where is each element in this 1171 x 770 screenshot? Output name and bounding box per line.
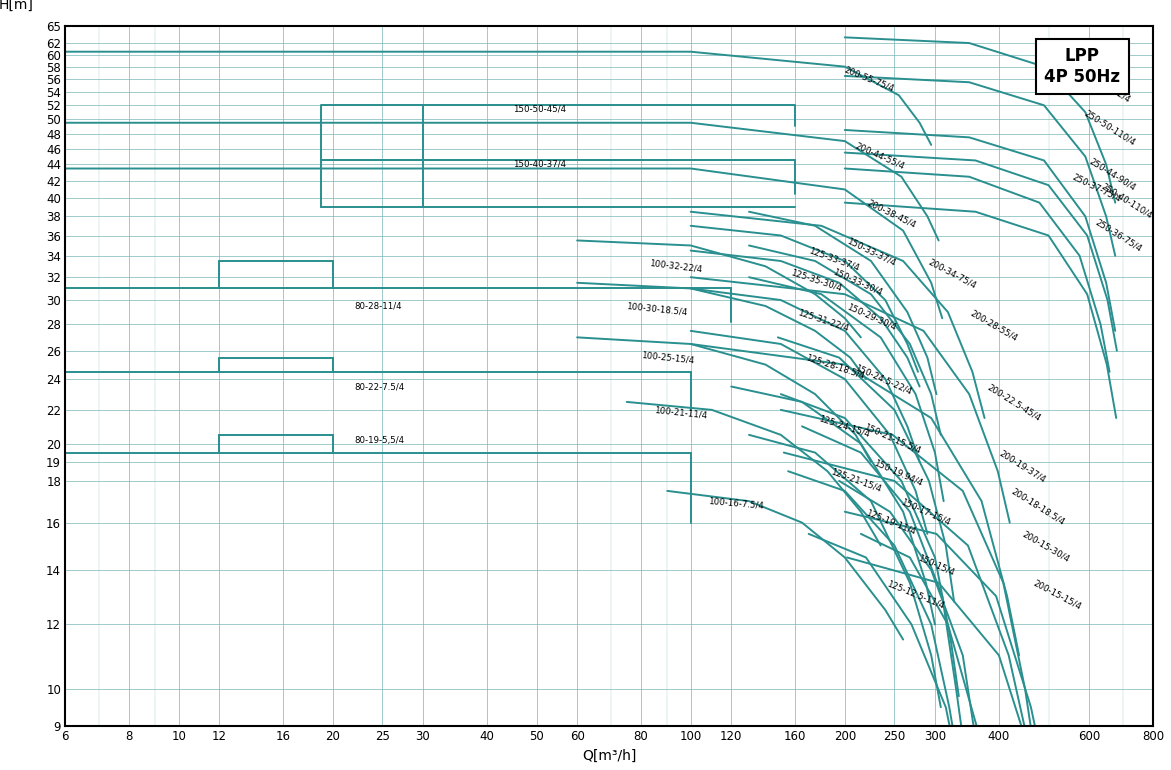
Text: 250-36-75/4: 250-36-75/4: [1094, 217, 1144, 253]
Text: 125-24-15/4: 125-24-15/4: [817, 413, 871, 439]
Text: 125-12.5-11/4: 125-12.5-11/4: [885, 578, 946, 610]
Text: 80-28-11/4: 80-28-11/4: [354, 302, 402, 310]
Text: 150-19.94/4: 150-19.94/4: [872, 457, 924, 487]
Text: 150-33-30/4: 150-33-30/4: [831, 268, 884, 297]
Text: 80-19-5,5/4: 80-19-5,5/4: [354, 436, 404, 444]
Text: 150-40-37/4: 150-40-37/4: [513, 160, 567, 169]
Text: 150-29-30/4: 150-29-30/4: [845, 302, 897, 332]
Text: 100-30-18.5/4: 100-30-18.5/4: [626, 302, 689, 317]
Text: 250-37-75/4: 250-37-75/4: [1071, 172, 1123, 204]
Text: 200-15-15/4: 200-15-15/4: [1032, 579, 1083, 611]
Text: 100-21-11/4: 100-21-11/4: [655, 405, 707, 420]
Text: 125-28-18.5/4: 125-28-18.5/4: [804, 353, 865, 381]
Text: 200-34-75/4: 200-34-75/4: [926, 257, 978, 290]
Text: LPP
4P 50Hz: LPP 4P 50Hz: [1045, 47, 1121, 86]
Text: 200-18-18.5/4: 200-18-18.5/4: [1009, 487, 1067, 527]
Text: 200-44-55/4: 200-44-55/4: [854, 141, 906, 171]
X-axis label: Q[m³/h]: Q[m³/h]: [582, 749, 636, 763]
Text: 150-21-15.5/4: 150-21-15.5/4: [862, 422, 922, 455]
Text: 250-44-90/4: 250-44-90/4: [1088, 156, 1137, 192]
Text: 250-50-132/4: 250-50-132/4: [1077, 66, 1131, 105]
Text: 200-22.5-45/4: 200-22.5-45/4: [985, 383, 1042, 423]
Text: 125-19-11/4: 125-19-11/4: [864, 507, 917, 536]
Text: 150-15/4: 150-15/4: [916, 554, 956, 578]
Text: 100-25-15/4: 100-25-15/4: [641, 350, 694, 365]
Text: 150-17-15/4: 150-17-15/4: [899, 497, 952, 527]
Text: 100-32-22/4: 100-32-22/4: [649, 259, 703, 274]
Text: 200-19-37/4: 200-19-37/4: [998, 449, 1047, 484]
Text: 200-15-30/4: 200-15-30/4: [1020, 530, 1070, 564]
Text: 250-40-110/4: 250-40-110/4: [1100, 182, 1153, 220]
Text: 100-16-7.5/4: 100-16-7.5/4: [707, 497, 763, 511]
Text: 150-50-45/4: 150-50-45/4: [513, 104, 567, 113]
Text: 150-24.5-22/4: 150-24.5-22/4: [854, 363, 913, 397]
Text: 200-28-55/4: 200-28-55/4: [968, 308, 1019, 343]
Text: 150-33-37/4: 150-33-37/4: [845, 236, 897, 268]
Text: 125-21-15/4: 125-21-15/4: [829, 467, 883, 494]
Text: 80-22-7.5/4: 80-22-7.5/4: [354, 382, 404, 391]
Text: 250-50-110/4: 250-50-110/4: [1083, 109, 1137, 147]
Text: 200-55-75/4: 200-55-75/4: [843, 65, 896, 94]
Text: 200-38-45/4: 200-38-45/4: [867, 199, 918, 230]
Y-axis label: H[m]: H[m]: [0, 0, 34, 12]
Text: 125-35-30/4: 125-35-30/4: [789, 267, 843, 293]
Text: 125-31-22/4: 125-31-22/4: [796, 308, 850, 333]
Text: 125-33-37/4: 125-33-37/4: [807, 246, 861, 273]
